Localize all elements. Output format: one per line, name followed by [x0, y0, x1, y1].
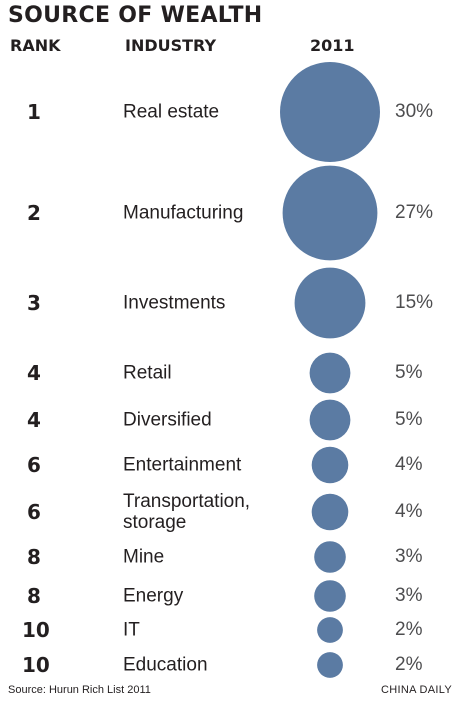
value-label: 5%: [395, 362, 423, 383]
industry-label: Retail: [123, 362, 172, 384]
value-label: 2%: [395, 654, 423, 675]
rank-label: 2: [27, 201, 41, 225]
value-label: 2%: [395, 619, 423, 640]
rank-label: 4: [27, 361, 41, 385]
bubble-2: [282, 165, 378, 261]
rank-label: 8: [27, 545, 41, 569]
publisher-credit: CHINA DAILY: [381, 684, 452, 696]
industry-label: Real estate: [123, 101, 220, 123]
rank-label: 10: [22, 653, 50, 677]
industry-label: Education: [123, 654, 208, 676]
bubble-4: [309, 352, 351, 394]
industry-label: Manufacturing: [123, 202, 244, 224]
rank-label: 8: [27, 584, 41, 608]
bubble-10: [317, 617, 343, 643]
bubble-9: [314, 580, 346, 612]
value-label: 5%: [395, 409, 423, 430]
rank-label: 6: [27, 453, 41, 477]
bubble-1: [280, 62, 380, 162]
value-label: 15%: [395, 292, 434, 313]
bubble-6: [311, 446, 349, 484]
bubble-11: [317, 652, 343, 678]
bubble-3: [294, 267, 366, 339]
rank-label: 3: [27, 291, 41, 315]
rank-label: 1: [27, 100, 41, 124]
industry-label: Investments: [123, 292, 226, 314]
industry-label: Diversified: [123, 409, 212, 431]
industry-column-header: INDUSTRY: [125, 36, 217, 55]
source-note: Source: Hurun Rich List 2011: [8, 684, 151, 696]
industry-label: Energy: [123, 585, 184, 607]
value-label: 27%: [395, 202, 434, 223]
industry-label: IT: [123, 619, 140, 641]
value-label: 4%: [395, 501, 423, 522]
rank-column-header: RANK: [10, 36, 61, 55]
bubble-8: [314, 541, 346, 573]
bubble-7: [311, 493, 349, 531]
value-label: 30%: [395, 101, 434, 122]
year-column-header: 2011: [310, 36, 355, 55]
bubble-5: [309, 399, 351, 441]
value-label: 4%: [395, 454, 423, 475]
value-label: 3%: [395, 585, 423, 606]
rank-label: 4: [27, 408, 41, 432]
value-label: 3%: [395, 546, 423, 567]
rank-label: 10: [22, 618, 50, 642]
rank-label: 6: [27, 500, 41, 524]
industry-label: Transportation, storage: [123, 491, 251, 533]
industry-label: Mine: [123, 546, 165, 568]
chart-title: SOURCE OF WEALTH: [8, 3, 263, 28]
industry-label: Entertainment: [123, 454, 242, 476]
